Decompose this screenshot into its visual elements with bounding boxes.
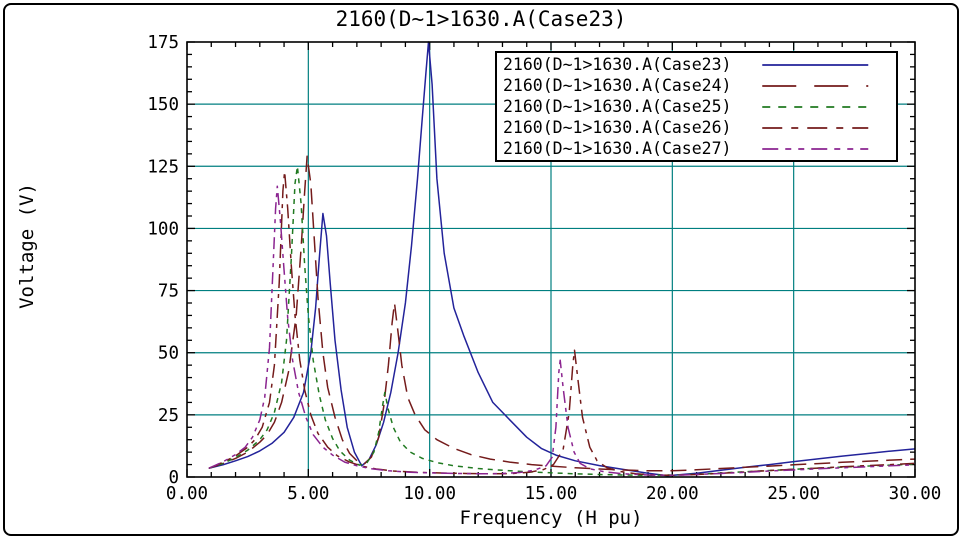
x-tick-label: 20.00 (646, 484, 699, 504)
x-tick-label: 30.00 (889, 484, 942, 504)
x-tick-label: 5.00 (287, 484, 329, 504)
legend-label: 2160(D~1>1630.A(Case24) (503, 76, 732, 95)
x-tick-label: 10.00 (403, 484, 456, 504)
y-tick-label: 75 (158, 282, 179, 302)
legend-item: 2160(D~1>1630.A(Case26) (503, 118, 892, 138)
chart-title: 2160(D~1>1630.A(Case23) (335, 7, 627, 31)
y-tick-label: 125 (147, 157, 179, 177)
y-tick-label: 150 (147, 95, 179, 115)
y-tick-label: 25 (158, 406, 179, 426)
series-line-27 (208, 185, 916, 477)
series-line-26 (208, 170, 916, 477)
legend-label: 2160(D~1>1630.A(Case23) (503, 55, 732, 74)
legend-box: 2160(D~1>1630.A(Case23) 2160(D~1>1630.A(C… (495, 51, 898, 162)
legend-line-sample (762, 147, 869, 150)
legend-label: 2160(D~1>1630.A(Case26) (503, 118, 732, 137)
series-line-24 (208, 155, 916, 472)
legend-line-sample (762, 84, 869, 87)
plot-frame (186, 41, 916, 478)
legend-label: 2160(D~1>1630.A(Case27) (503, 139, 732, 158)
x-tick-label: 15.00 (525, 484, 578, 504)
x-tick-label: 0.00 (166, 484, 208, 504)
legend-line-sample (762, 63, 869, 66)
y-tick-label: 100 (147, 219, 179, 239)
series-line-25 (208, 165, 916, 477)
x-tick-label: 25.00 (767, 484, 820, 504)
legend-line-sample (762, 126, 869, 129)
y-tick-label: 0 (168, 468, 179, 488)
y-tick-label: 175 (147, 33, 179, 53)
legend-label: 2160(D~1>1630.A(Case25) (503, 97, 732, 116)
legend-item: 2160(D~1>1630.A(Case23) (503, 55, 892, 75)
x-axis-title: Frequency (H pu) (459, 507, 643, 529)
legend-item: 2160(D~1>1630.A(Case24) (503, 76, 892, 96)
legend-line-sample (762, 105, 869, 108)
y-tick-label: 50 (158, 344, 179, 364)
legend-item: 2160(D~1>1630.A(Case27) (503, 139, 892, 159)
legend-item: 2160(D~1>1630.A(Case25) (503, 97, 892, 117)
